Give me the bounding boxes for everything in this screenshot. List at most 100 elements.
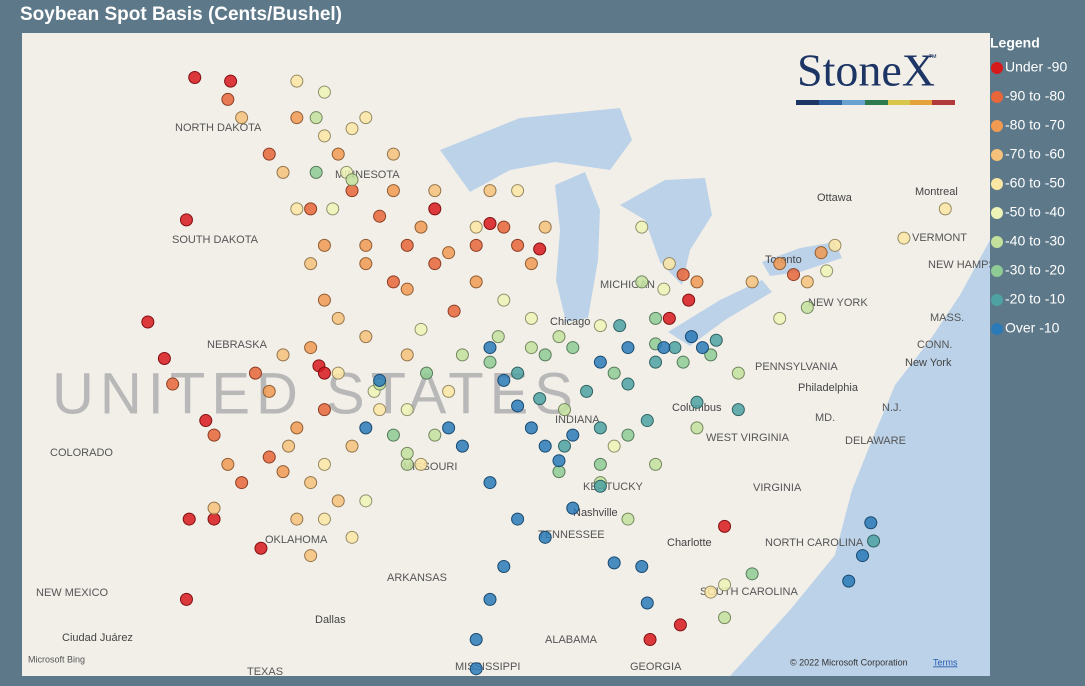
data-point [442, 246, 456, 260]
data-point [640, 596, 654, 610]
data-point [359, 494, 373, 508]
data-point [207, 501, 221, 515]
data-point [331, 494, 345, 508]
data-point [400, 446, 414, 460]
data-point [787, 268, 801, 282]
data-point [166, 377, 180, 391]
data-point [290, 111, 304, 125]
legend-label: -60 to -50 [1005, 175, 1065, 191]
data-point [511, 366, 525, 380]
data-point [593, 457, 607, 471]
data-point [290, 512, 304, 526]
data-point [718, 611, 732, 625]
data-point [682, 293, 696, 307]
data-point [469, 662, 483, 676]
data-point [773, 311, 787, 325]
logo-tm: ™ [928, 52, 937, 62]
state-label: VIRGINIA [753, 482, 802, 494]
data-point [317, 85, 331, 99]
state-label: VERMONT [912, 232, 967, 244]
city-label: Chicago [550, 316, 590, 328]
data-point [676, 355, 690, 369]
data-point [345, 122, 359, 136]
data-point [455, 439, 469, 453]
data-point [533, 242, 547, 256]
legend-label: -90 to -80 [1005, 88, 1065, 104]
data-point [552, 454, 566, 468]
data-point [643, 633, 657, 647]
data-point [455, 348, 469, 362]
data-point [673, 618, 687, 632]
data-point [657, 341, 671, 355]
data-point [483, 184, 497, 198]
data-point [557, 403, 571, 417]
terms-link[interactable]: Terms [933, 657, 958, 667]
data-point [538, 220, 552, 234]
data-point [235, 476, 249, 490]
data-point [331, 366, 345, 380]
data-point [359, 111, 373, 125]
data-point [497, 373, 511, 387]
data-point [483, 592, 497, 606]
data-point [221, 92, 235, 106]
data-point [428, 428, 442, 442]
data-point [662, 257, 676, 271]
data-point [635, 275, 649, 289]
data-point [668, 341, 682, 355]
data-point [304, 257, 318, 271]
data-point [828, 238, 842, 252]
data-point [317, 293, 331, 307]
bing-logo: Microsoft Bing [28, 654, 85, 664]
state-label: TEXAS [247, 666, 283, 678]
data-point [331, 311, 345, 325]
data-point [469, 220, 483, 234]
legend-marker [991, 265, 1003, 277]
data-point [359, 330, 373, 344]
data-point [224, 74, 238, 88]
data-point [491, 330, 505, 344]
data-point [317, 238, 331, 252]
data-point [207, 428, 221, 442]
data-point [428, 202, 442, 216]
data-point [290, 74, 304, 88]
data-point [533, 392, 547, 406]
lake-michigan [555, 172, 600, 322]
data-point [400, 403, 414, 417]
data-point [621, 512, 635, 526]
legend-label: Over -10 [1005, 320, 1060, 336]
data-point [662, 311, 676, 325]
state-label: N.J. [882, 402, 902, 414]
data-point [649, 311, 663, 325]
data-point [248, 366, 262, 380]
data-point [538, 348, 552, 362]
data-point [400, 457, 414, 471]
data-point [718, 519, 732, 533]
data-point [309, 111, 323, 125]
data-point [773, 257, 787, 271]
city-label: New York [905, 357, 952, 369]
data-point [359, 421, 373, 435]
data-point [864, 516, 878, 530]
attribution: © 2022 Microsoft Corporation [790, 657, 908, 667]
data-point [511, 238, 525, 252]
state-label: ALABAMA [545, 634, 598, 646]
state-label: KENTUCKY [583, 481, 644, 493]
legend-label: -20 to -10 [1005, 291, 1065, 307]
data-point [524, 341, 538, 355]
data-point [207, 512, 221, 526]
data-point [856, 549, 870, 563]
data-point [428, 184, 442, 198]
data-point [635, 220, 649, 234]
data-point [593, 479, 607, 493]
data-point [157, 352, 171, 366]
data-point [814, 246, 828, 260]
data-point [649, 355, 663, 369]
data-point [593, 421, 607, 435]
data-point [304, 476, 318, 490]
data-point [442, 421, 456, 435]
data-point [179, 592, 193, 606]
legend-marker [991, 62, 1003, 74]
data-point [326, 202, 340, 216]
data-point [276, 348, 290, 362]
data-point [607, 556, 621, 570]
